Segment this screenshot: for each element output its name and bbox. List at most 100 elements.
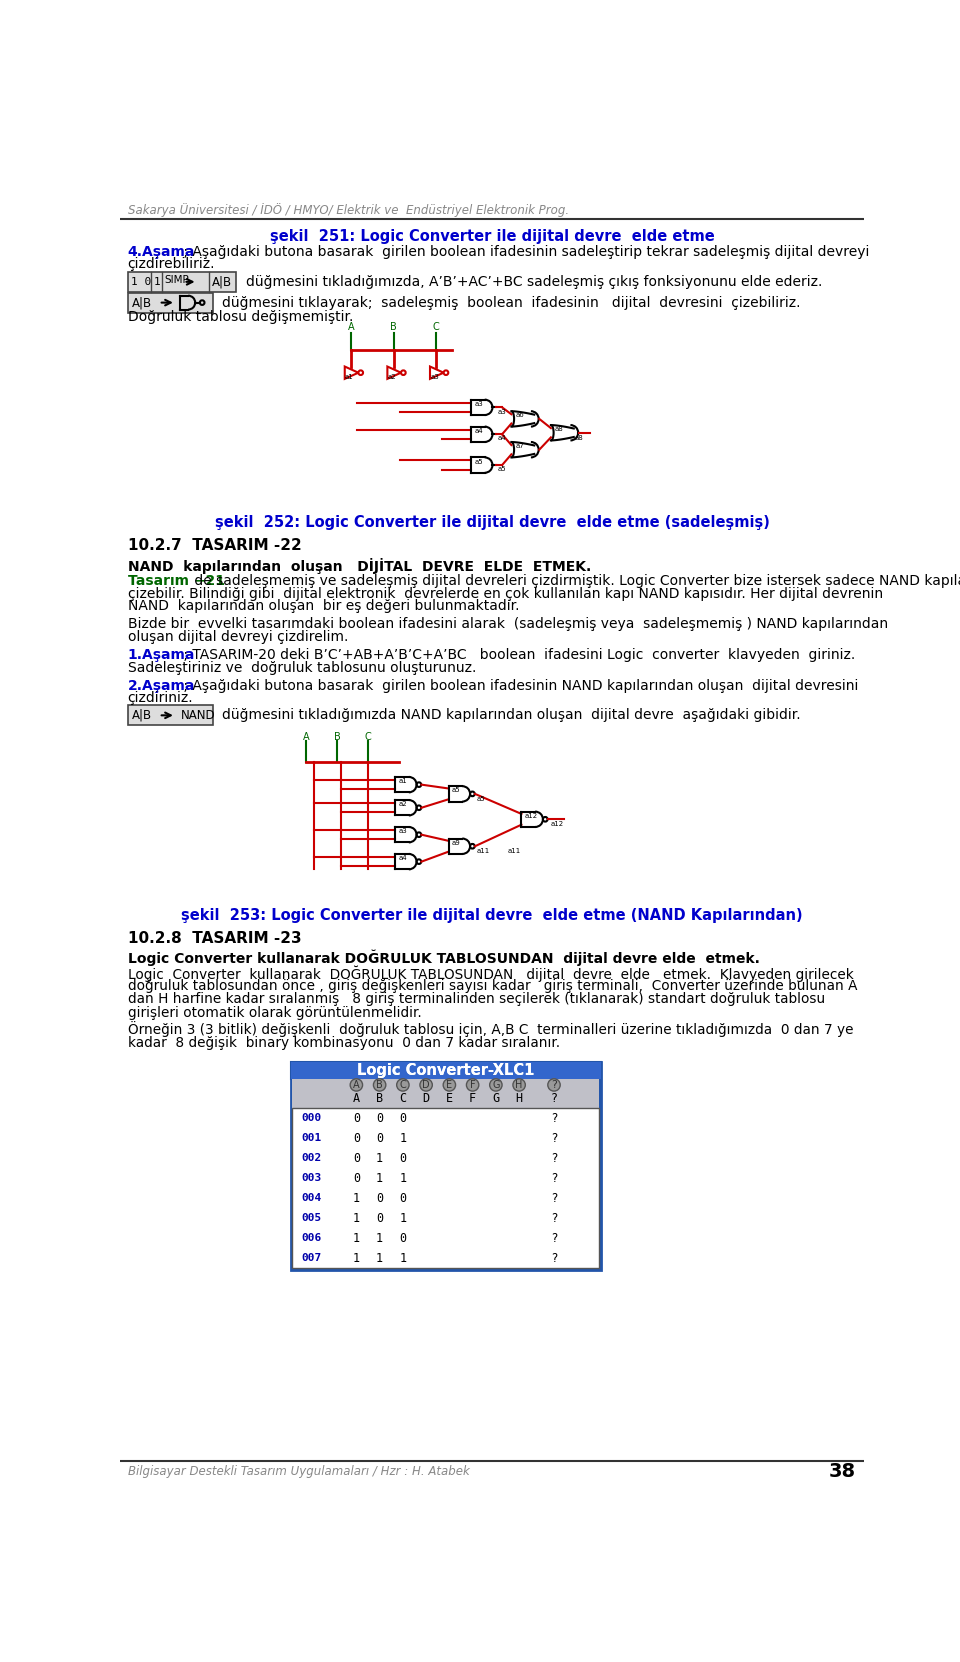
Text: a12: a12	[524, 813, 538, 819]
Circle shape	[513, 1079, 525, 1090]
Text: H: H	[516, 1092, 522, 1105]
Text: 007: 007	[301, 1253, 322, 1263]
Text: şekil  252: Logic Converter ile dijital devre  elde etme (sadeleşmiş): şekil 252: Logic Converter ile dijital d…	[215, 515, 769, 530]
Circle shape	[467, 1079, 479, 1090]
Circle shape	[396, 1079, 409, 1090]
Text: 006: 006	[301, 1233, 322, 1243]
Text: E: E	[446, 1080, 452, 1090]
FancyBboxPatch shape	[128, 293, 213, 312]
Circle shape	[373, 1079, 386, 1090]
Text: NAND  kapılarından oluşan  bir eş değeri bulunmaktadır.: NAND kapılarından oluşan bir eş değeri b…	[128, 598, 519, 613]
Text: girişleri otomatik olarak görüntülenmelidir.: girişleri otomatik olarak görüntülenmeli…	[128, 1006, 421, 1019]
Text: Logic Converter-XLC1: Logic Converter-XLC1	[357, 1062, 534, 1079]
Text: a5: a5	[497, 467, 506, 472]
Text: a1: a1	[345, 374, 354, 381]
Text: 10.2.7  TASARIM -22: 10.2.7 TASARIM -22	[128, 538, 301, 553]
Text: A: A	[348, 322, 354, 332]
Text: şekil  251: Logic Converter ile dijital devre  elde etme: şekil 251: Logic Converter ile dijital d…	[270, 229, 714, 244]
Text: ?: ?	[551, 1080, 557, 1090]
Text: a2: a2	[388, 374, 396, 381]
Text: ; Aşağıdaki butona basarak  girilen boolean ifadesinin sadeleştirip tekrar sadel: ; Aşağıdaki butona basarak girilen boole…	[179, 244, 869, 259]
Text: ?: ?	[551, 1232, 557, 1245]
Text: 1: 1	[376, 1251, 383, 1265]
FancyBboxPatch shape	[291, 1062, 601, 1079]
Text: düğmesini tıkladığımızda NAND kapılarından oluşan  dijital devre  aşağıdaki gibi: düğmesini tıkladığımızda NAND kapılarınd…	[223, 708, 801, 723]
Text: a11: a11	[508, 848, 520, 854]
Text: Doğruluk tablosu değişmemiştir.: Doğruluk tablosu değişmemiştir.	[128, 311, 353, 324]
Text: B: B	[376, 1092, 383, 1105]
Text: a5: a5	[476, 796, 485, 801]
Text: çizdiriniz.: çizdiriniz.	[128, 691, 193, 705]
Text: C: C	[399, 1080, 406, 1090]
Text: a6: a6	[516, 412, 524, 419]
Text: 1.Aşama: 1.Aşama	[128, 648, 195, 661]
Text: ?: ?	[551, 1152, 557, 1165]
Text: 002: 002	[301, 1153, 322, 1163]
Text: a4: a4	[475, 427, 484, 434]
Text: Tasarım −21: Tasarım −21	[128, 575, 225, 588]
Text: G: G	[492, 1080, 499, 1090]
Text: şekil  253: Logic Converter ile dijital devre  elde etme (NAND Kapılarından): şekil 253: Logic Converter ile dijital d…	[181, 907, 803, 922]
Text: 1: 1	[154, 278, 160, 288]
Text: 1: 1	[353, 1212, 360, 1225]
Text: düğmesini tıklayarak;  sadeleşmiş  boolean  ifadesinin   dijital  devresini  çiz: düğmesini tıklayarak; sadeleşmiş boolean…	[223, 296, 801, 309]
Text: a4: a4	[398, 856, 407, 861]
Circle shape	[350, 1079, 363, 1090]
Text: Bilgisayar Destekli Tasarım Uygulamaları / Hzr : H. Atabek: Bilgisayar Destekli Tasarım Uygulamaları…	[128, 1464, 469, 1478]
Text: 0: 0	[376, 1112, 383, 1125]
Text: 0: 0	[376, 1212, 383, 1225]
Text: a5: a5	[475, 459, 484, 465]
Text: D: D	[422, 1080, 430, 1090]
Text: NAND  kapılarından  oluşan   DİJİTAL  DEVRE  ELDE  ETMEK.: NAND kapılarından oluşan DİJİTAL DEVRE E…	[128, 558, 591, 573]
Text: a3: a3	[430, 374, 439, 381]
Text: SIMP: SIMP	[164, 276, 189, 286]
Text: ?: ?	[551, 1132, 557, 1145]
Circle shape	[444, 1079, 456, 1090]
Circle shape	[490, 1079, 502, 1090]
Text: 0: 0	[353, 1112, 360, 1125]
Text: a3: a3	[497, 409, 506, 414]
Text: a1: a1	[398, 778, 407, 784]
Text: C: C	[365, 731, 372, 741]
Text: A|B: A|B	[132, 708, 153, 721]
Circle shape	[548, 1079, 561, 1090]
Text: ; Aşağıdaki butona basarak  girilen boolean ifadesinin NAND kapılarından oluşan : ; Aşağıdaki butona basarak girilen boole…	[179, 680, 858, 693]
Text: 0: 0	[399, 1192, 406, 1205]
Text: doğruluk tablosundan önce , giriş değişkenleri sayısı kadar   giriş terminali,  : doğruluk tablosundan önce , giriş değişk…	[128, 979, 857, 994]
Text: a3: a3	[475, 401, 484, 407]
Text: C: C	[433, 322, 440, 332]
Text: 1: 1	[376, 1172, 383, 1185]
Text: ?: ?	[551, 1212, 557, 1225]
Text: ?: ?	[550, 1092, 558, 1105]
Text: B: B	[390, 322, 396, 332]
Text: A: A	[302, 731, 309, 741]
Text: de sadeleşmemiş ve sadeleşmiş dijital devreleri çizdirmiştik. Logic Converter bi: de sadeleşmemiş ve sadeleşmiş dijital de…	[190, 575, 960, 588]
Text: 0: 0	[353, 1172, 360, 1185]
Text: düğmesini tıkladığımızda, A’B’+AC’+BC sadeleşmiş çıkış fonksiyonunu elde ederiz.: düğmesini tıkladığımızda, A’B’+AC’+BC sa…	[246, 274, 822, 289]
Text: kadar  8 değişik  binary kombinasyonu  0 dan 7 kadar sıralanır.: kadar 8 değişik binary kombinasyonu 0 da…	[128, 1035, 560, 1050]
Text: a2: a2	[398, 801, 407, 808]
Text: H: H	[516, 1080, 523, 1090]
Text: 1: 1	[399, 1251, 406, 1265]
Text: 004: 004	[301, 1193, 322, 1203]
Text: 1: 1	[399, 1212, 406, 1225]
Text: dan H harfine kadar sıralanmış   8 giriş terminalinden seçilerek (tıklanarak) st: dan H harfine kadar sıralanmış 8 giriş t…	[128, 992, 825, 1007]
FancyBboxPatch shape	[291, 1062, 601, 1079]
Text: Logic Converter-XLC1: Logic Converter-XLC1	[357, 1062, 534, 1079]
Text: 0: 0	[376, 1132, 383, 1145]
Text: 0: 0	[399, 1112, 406, 1125]
Text: A|B: A|B	[132, 296, 153, 309]
Text: ; TASARIM-20 deki B’C’+AB+A’B’C+A’BC   boolean  ifadesini Logic  converter  klav: ; TASARIM-20 deki B’C’+AB+A’B’C+A’BC boo…	[179, 648, 855, 661]
Text: A: A	[353, 1080, 360, 1090]
Text: 1: 1	[353, 1192, 360, 1205]
Text: a11: a11	[476, 848, 490, 854]
Text: 1: 1	[353, 1251, 360, 1265]
Text: A: A	[353, 1092, 360, 1105]
Text: Sadeleştiriniz ve  doğruluk tablosunu oluşturunuz.: Sadeleştiriniz ve doğruluk tablosunu olu…	[128, 660, 476, 675]
Text: ?: ?	[551, 1251, 557, 1265]
Text: G: G	[492, 1092, 499, 1105]
Text: çizdirebiliriz.: çizdirebiliriz.	[128, 258, 215, 271]
Text: A|B: A|B	[211, 276, 231, 288]
Text: E: E	[445, 1092, 453, 1105]
Text: 1 0: 1 0	[131, 278, 151, 288]
